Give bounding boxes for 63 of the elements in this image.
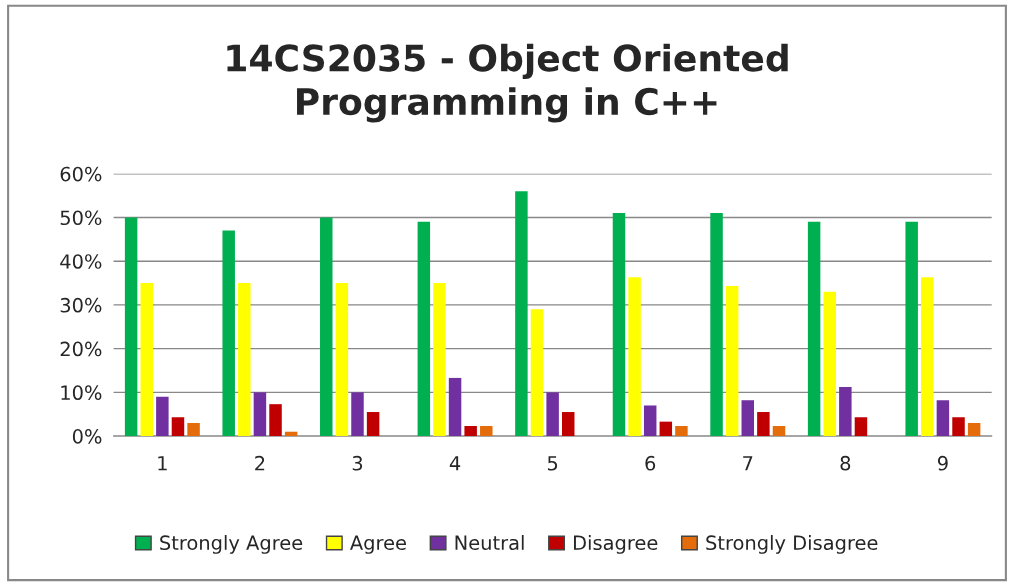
bar bbox=[171, 417, 185, 437]
bar bbox=[464, 426, 477, 437]
x-tick-label: 2 bbox=[255, 455, 265, 471]
bar bbox=[335, 283, 349, 437]
x-tick-label: 4 bbox=[449, 456, 461, 471]
legend-label: Agree bbox=[350, 535, 406, 554]
legend-label: Strongly Disagree bbox=[706, 535, 878, 554]
x-tick-label: 8 bbox=[840, 455, 851, 471]
bar bbox=[725, 286, 739, 437]
x-tick-label: 7 bbox=[743, 456, 753, 471]
bar bbox=[546, 392, 559, 437]
bar bbox=[741, 400, 755, 437]
bar bbox=[515, 191, 528, 437]
bar bbox=[710, 213, 723, 437]
bar bbox=[823, 291, 836, 437]
bar bbox=[612, 213, 626, 437]
y-tick-label: 10% bbox=[61, 385, 102, 401]
bar bbox=[187, 422, 200, 437]
bar bbox=[772, 426, 786, 437]
bar bbox=[320, 217, 333, 437]
bar bbox=[366, 412, 380, 437]
x-tick-label: 3 bbox=[352, 455, 363, 471]
bar bbox=[936, 400, 950, 437]
bar bbox=[124, 217, 138, 437]
bar bbox=[905, 221, 918, 437]
legend-label: Strongly Agree bbox=[160, 535, 303, 554]
bar bbox=[757, 412, 770, 437]
y-tick-label: 30% bbox=[60, 297, 102, 313]
x-tick-label: 5 bbox=[547, 456, 558, 471]
x-tick-label: 9 bbox=[937, 455, 948, 471]
bar bbox=[921, 277, 934, 437]
y-tick-label: 40% bbox=[60, 254, 102, 269]
x-tick-label: 6 bbox=[645, 455, 656, 471]
bar bbox=[448, 377, 462, 437]
bar bbox=[238, 283, 251, 437]
chart-title: 14CS2035 - Object Oriented Programming in C++ bbox=[227, 43, 788, 123]
x-tick-label: 1 bbox=[158, 456, 167, 471]
bar bbox=[562, 412, 575, 437]
bar bbox=[530, 309, 544, 437]
bar bbox=[659, 421, 673, 437]
legend-label: Neutral bbox=[455, 535, 524, 551]
bar bbox=[643, 405, 657, 437]
bar bbox=[675, 426, 688, 437]
bar bbox=[253, 392, 267, 437]
y-tick-label: 50% bbox=[60, 210, 102, 226]
y-tick-label: 20% bbox=[60, 341, 102, 357]
bar bbox=[952, 417, 965, 437]
bar bbox=[140, 283, 153, 437]
bar bbox=[854, 417, 868, 437]
y-tick-label: 0% bbox=[72, 429, 102, 444]
bar bbox=[480, 426, 493, 437]
bar bbox=[433, 283, 446, 437]
bar bbox=[807, 221, 821, 437]
y-tick-label: 60% bbox=[60, 166, 102, 182]
bar bbox=[156, 396, 169, 437]
bar bbox=[628, 277, 641, 437]
bar bbox=[222, 230, 235, 437]
bar bbox=[967, 422, 981, 437]
bar bbox=[351, 392, 364, 437]
bar bbox=[417, 221, 431, 437]
legend-label: Disagree bbox=[574, 535, 658, 554]
bar bbox=[269, 404, 282, 437]
bar bbox=[839, 387, 852, 437]
